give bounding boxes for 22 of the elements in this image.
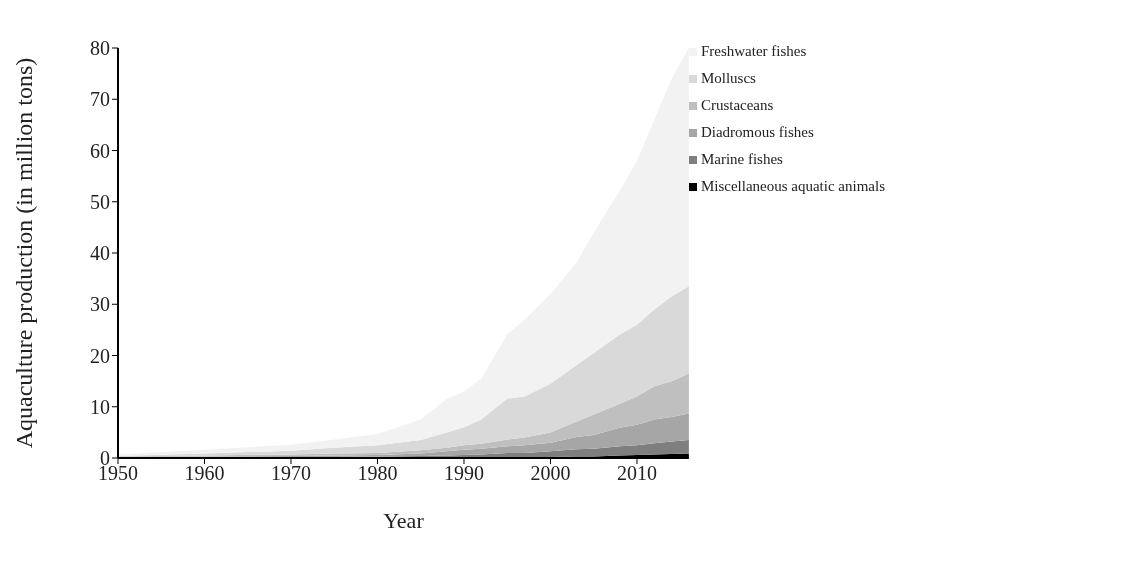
x-tick-label: 1970 <box>271 462 311 485</box>
x-tick-label: 1990 <box>443 462 484 485</box>
legend-label: Miscellaneous aquatic animals <box>700 178 885 195</box>
legend-label: Marine fishes <box>700 151 783 168</box>
legend-label: Diadromous fishes <box>700 124 814 141</box>
y-tick-label: 80 <box>90 37 110 60</box>
y-tick-label: 20 <box>90 344 110 367</box>
x-tick-label: 2010 <box>616 462 657 485</box>
legend-label: Freshwater fishes <box>700 43 807 60</box>
y-tick-label: 10 <box>90 395 110 418</box>
y-tick-label: 50 <box>90 190 110 213</box>
x-axis-title: Year <box>383 508 425 533</box>
x-tick-label: 1960 <box>184 462 225 485</box>
y-axis-title: Aquaculture production (in million tons) <box>10 57 37 449</box>
x-tick-label: 2000 <box>530 462 571 485</box>
legend-label: Crustaceans <box>700 97 774 114</box>
legend-label: Molluscs <box>700 70 756 87</box>
y-tick-label: 40 <box>90 242 110 265</box>
y-tick-label: 70 <box>90 88 110 111</box>
y-tick-label: 30 <box>90 293 110 316</box>
x-tick-label: 1980 <box>357 462 398 485</box>
y-tick-label: 60 <box>90 139 110 162</box>
